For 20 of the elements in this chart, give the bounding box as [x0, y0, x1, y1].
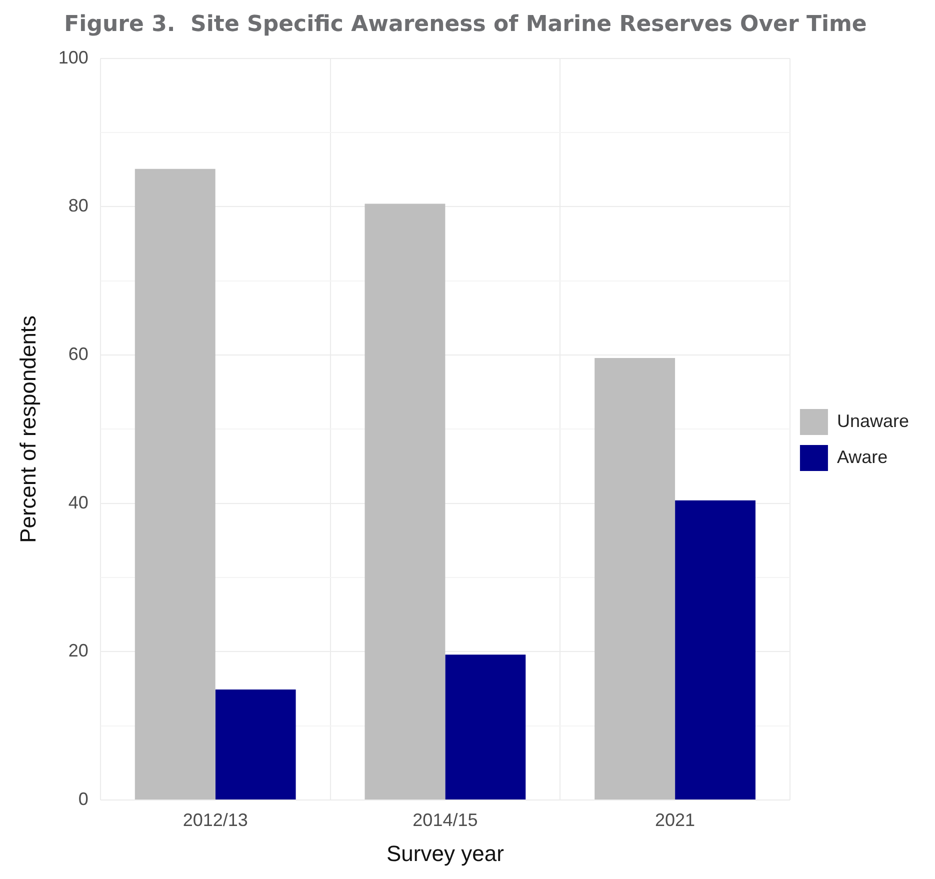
x-axis-title: Survey year	[386, 840, 504, 866]
y-tick-label: 60	[68, 344, 88, 364]
y-tick-label: 100	[58, 47, 88, 68]
bar	[445, 654, 526, 800]
y-tick-label: 0	[78, 788, 88, 809]
legend-label: Aware	[836, 446, 888, 467]
y-tick-label: 40	[68, 492, 88, 512]
y-tick-label: 80	[68, 196, 88, 216]
bar	[594, 358, 676, 800]
bar	[134, 168, 216, 800]
y-axis-title: Percent of respondents	[15, 315, 40, 543]
x-tick-label: 2012/13	[182, 810, 248, 830]
bar	[675, 500, 756, 800]
chart-title: Figure 3. Site Specific Awareness of Marine Reserves Over Time	[64, 12, 867, 37]
x-tick-label: 2021	[655, 810, 696, 830]
bar	[215, 690, 296, 800]
y-tick-label: 20	[68, 640, 88, 661]
legend-label: Unaware	[836, 410, 910, 431]
x-tick-label: 2014/15	[412, 810, 478, 830]
bar	[364, 204, 446, 800]
